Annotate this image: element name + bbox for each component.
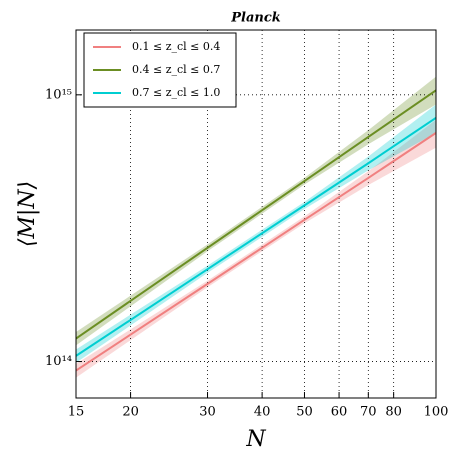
legend-label: 0.1 ≤ z_cl ≤ 0.4 — [132, 40, 220, 53]
legend-label: 0.7 ≤ z_cl ≤ 1.0 — [132, 86, 220, 99]
x-tick-label: 50 — [296, 405, 313, 420]
legend: 0.1 ≤ z_cl ≤ 0.4 0.4 ≤ z_cl ≤ 0.7 0.7 ≤ z_… — [83, 32, 237, 108]
error-band — [76, 76, 436, 346]
error-band — [76, 119, 436, 378]
y-tick-label: 10¹⁵ — [45, 87, 72, 102]
x-tick-label: 15 — [68, 405, 85, 420]
legend-label: 0.4 ≤ z_cl ≤ 0.7 — [132, 63, 220, 76]
legend-box — [83, 32, 237, 108]
x-axis-label: N — [245, 427, 266, 452]
line — [75, 89, 437, 340]
x-tick-label: 40 — [254, 405, 271, 420]
x-tick-label: 30 — [199, 405, 216, 420]
x-tick-label: 100 — [424, 405, 449, 420]
error-band — [76, 104, 436, 363]
chart-title: Planck — [230, 11, 281, 26]
plot-frame — [75, 29, 437, 399]
y-tick-label: 10¹⁴ — [45, 354, 72, 369]
x-tick-label: 70 — [360, 405, 377, 420]
y-axis-label: ⟨M|N⟩ — [15, 181, 40, 247]
x-tick-label: 60 — [331, 405, 348, 420]
x-tick-label: 20 — [122, 405, 139, 420]
line — [75, 116, 437, 357]
line — [75, 132, 437, 372]
x-tick-label: 80 — [385, 405, 402, 420]
